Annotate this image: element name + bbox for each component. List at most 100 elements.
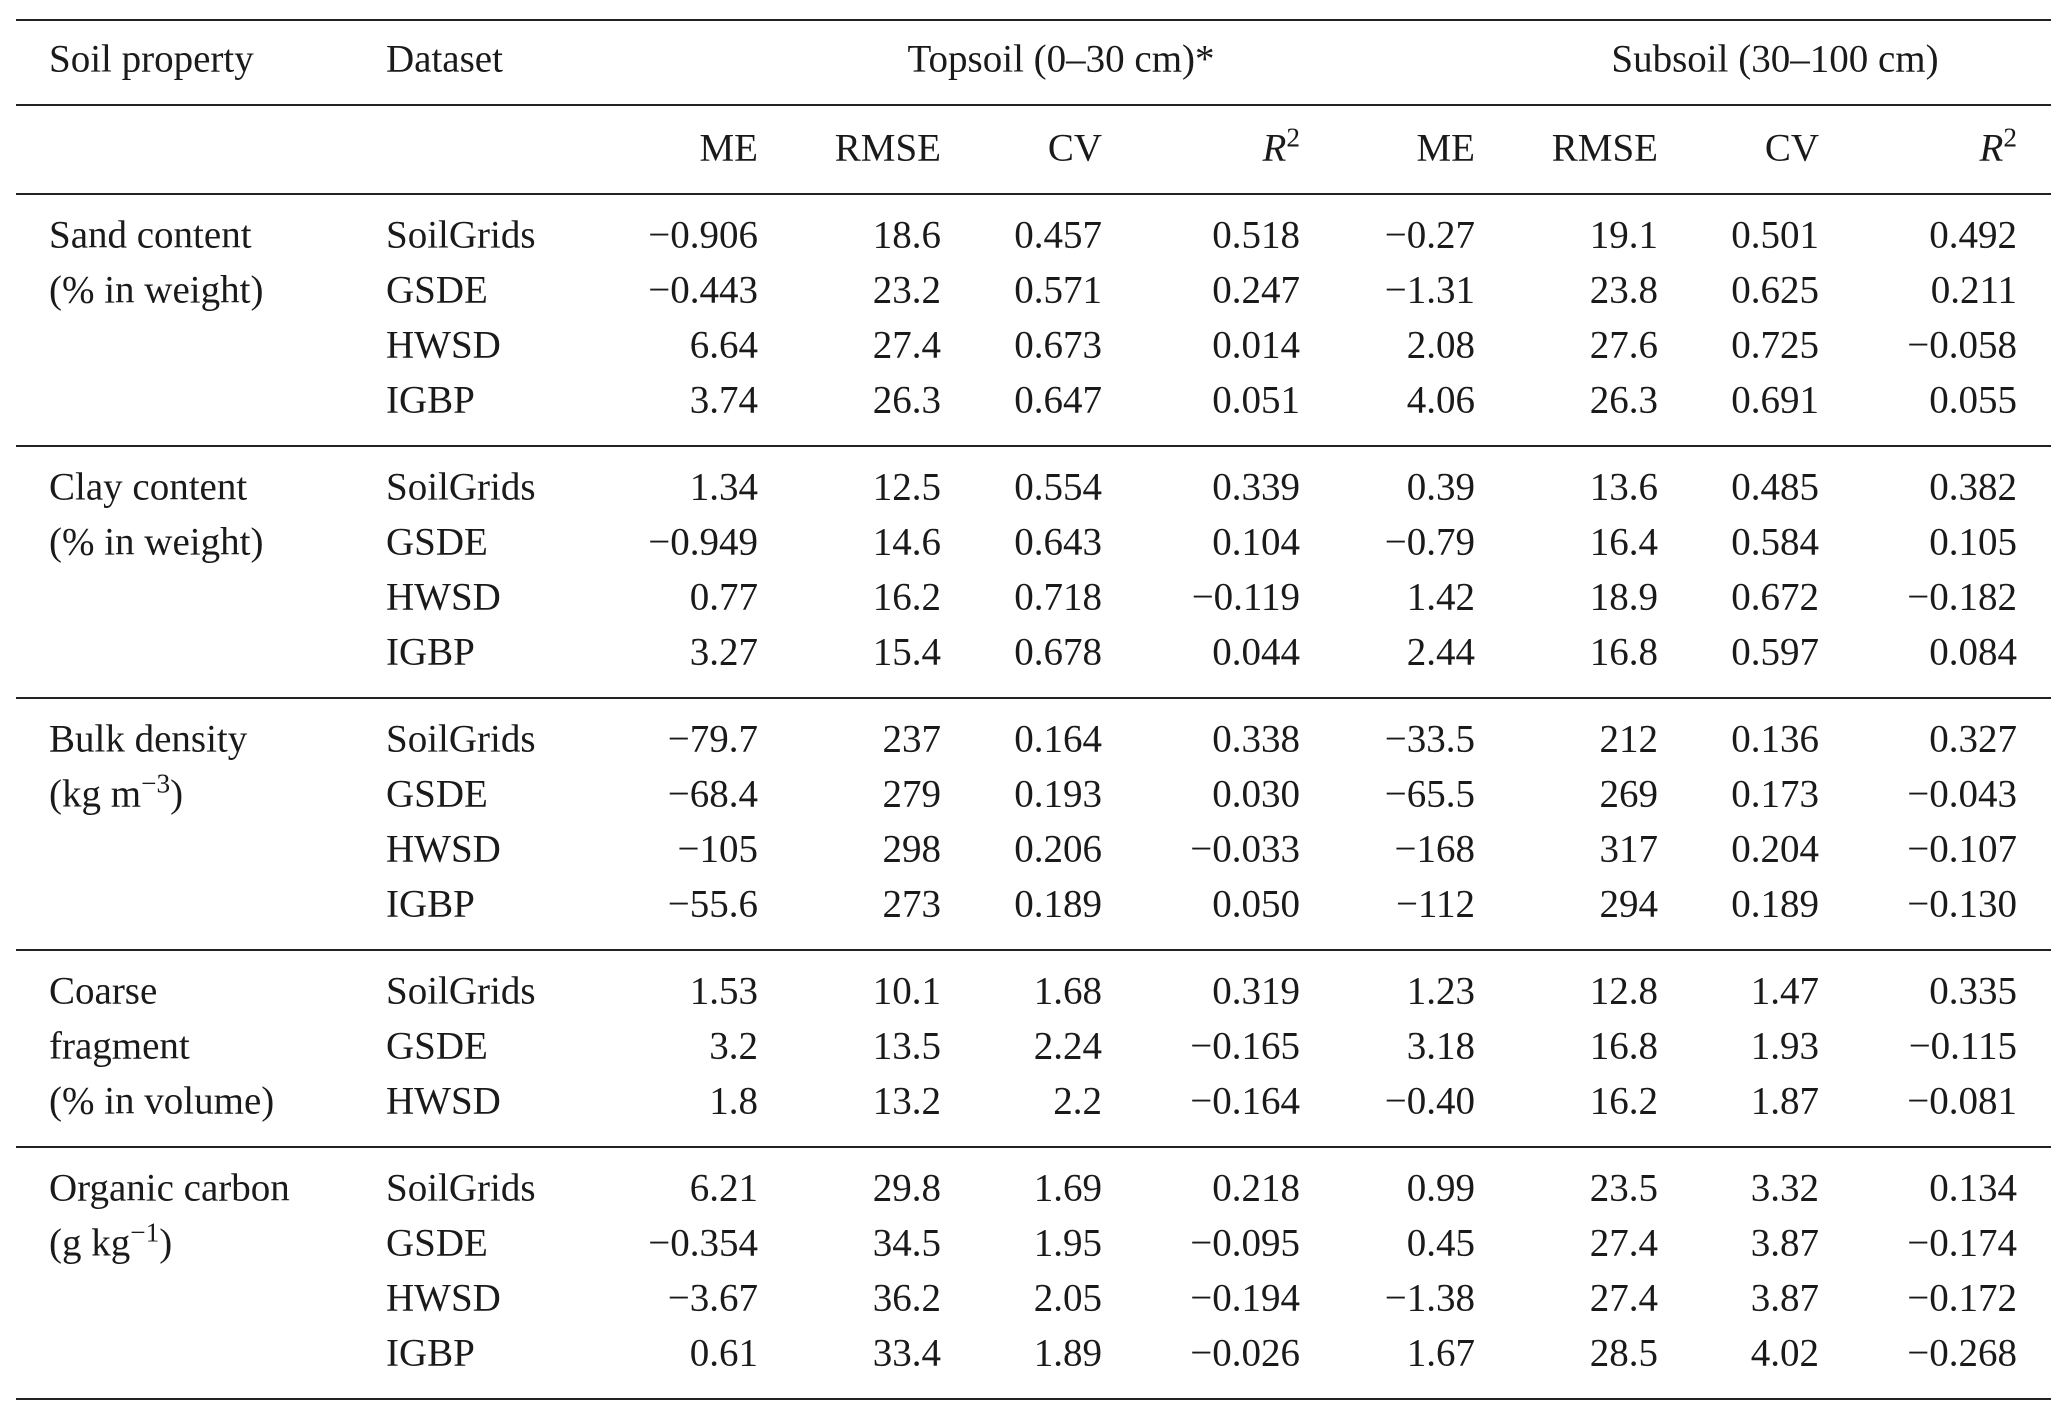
value-cell: 1.93: [1750, 1024, 1819, 1068]
value-cell: 12.5: [872, 465, 941, 509]
metric-header-text: R: [1262, 126, 1287, 170]
property-label: Bulk density: [49, 720, 247, 759]
value-cell: 16.8: [1589, 1024, 1658, 1068]
value-cell: −0.443: [648, 268, 758, 312]
dataset-cell: HWSD: [386, 575, 501, 619]
value-cell: −0.27: [1384, 213, 1475, 257]
value-cell: 27.4: [1589, 1276, 1658, 1320]
value-cell: 2.44: [1406, 630, 1475, 674]
value-cell: −0.164: [1190, 1079, 1300, 1123]
value-cell: 1.34: [689, 465, 758, 509]
property-label-text: (% in weight): [49, 520, 264, 564]
value-cell: 0.597: [1731, 630, 1819, 674]
value-cell: 317: [1599, 827, 1659, 871]
value-cell: 10.1: [872, 969, 941, 1013]
value-cell: −3.67: [667, 1276, 758, 1320]
dataset-cell: HWSD: [386, 1276, 501, 1320]
property-label-text: (g kg: [49, 1221, 131, 1265]
value-cell: 13.2: [872, 1079, 941, 1123]
value-cell: 0.625: [1731, 268, 1819, 312]
metric-header-text: CV: [1764, 126, 1819, 170]
dataset-cell: GSDE: [386, 268, 488, 312]
value-cell: 0.672: [1731, 575, 1819, 619]
value-cell: −0.949: [648, 520, 758, 564]
dataset-cell: SoilGrids: [386, 1166, 536, 1210]
value-cell: 273: [882, 882, 942, 926]
metric-header-text: CV: [1047, 126, 1102, 170]
value-cell: 27.4: [872, 323, 941, 367]
value-cell: 2.05: [1033, 1276, 1102, 1320]
property-label-sup: −3: [141, 768, 171, 799]
value-cell: −0.906: [648, 213, 758, 257]
value-cell: 16.2: [872, 575, 941, 619]
value-cell: −0.194: [1190, 1276, 1300, 1320]
value-cell: 0.584: [1731, 520, 1819, 564]
value-cell: 1.42: [1406, 575, 1475, 619]
value-cell: −0.081: [1907, 1079, 2017, 1123]
value-cell: 28.5: [1589, 1331, 1658, 1375]
metric-header-text: RMSE: [1551, 126, 1658, 170]
dataset-cell: GSDE: [386, 772, 488, 816]
property-label: (% in weight): [49, 523, 263, 562]
value-cell: 269: [1599, 772, 1659, 816]
value-cell: 1.23: [1406, 969, 1475, 1013]
rule: [16, 19, 2051, 21]
value-cell: 13.6: [1589, 465, 1658, 509]
value-cell: 23.2: [872, 268, 941, 312]
value-cell: 27.6: [1589, 323, 1658, 367]
rule: [16, 193, 2051, 195]
value-cell: −65.5: [1384, 772, 1475, 816]
rule: [16, 1398, 2051, 1400]
value-cell: 1.89: [1033, 1331, 1102, 1375]
metric-header: CV: [1765, 129, 1819, 168]
value-cell: 3.32: [1750, 1166, 1819, 1210]
value-cell: 27.4: [1589, 1221, 1658, 1265]
value-cell: 36.2: [872, 1276, 941, 1320]
metric-header-text: ME: [699, 126, 759, 170]
value-cell: −0.107: [1907, 827, 2017, 871]
value-cell: −68.4: [667, 772, 758, 816]
property-label: (% in volume): [49, 1082, 274, 1121]
value-cell: 0.61: [689, 1331, 758, 1375]
metric-header-text: R: [1979, 126, 2004, 170]
value-cell: 0.206: [1014, 827, 1102, 871]
value-cell: 0.335: [1929, 969, 2017, 1013]
value-cell: 298: [882, 827, 942, 871]
property-label: (% in weight): [49, 271, 263, 310]
dataset-cell: IGBP: [386, 630, 475, 674]
value-cell: 0.319: [1212, 969, 1300, 1013]
property-label-text: (kg m: [49, 772, 142, 816]
value-cell: 16.8: [1589, 630, 1658, 674]
value-cell: −0.033: [1190, 827, 1300, 871]
dataset-cell: GSDE: [386, 1024, 488, 1068]
value-cell: 2.2: [1053, 1079, 1102, 1123]
dataset-cell: HWSD: [386, 827, 501, 871]
value-cell: 23.5: [1589, 1166, 1658, 1210]
value-cell: 0.457: [1014, 213, 1102, 257]
header-cell: Topsoil (0–30 cm)*: [907, 37, 1215, 81]
property-label-text: Organic carbon: [49, 1166, 290, 1210]
value-cell: 0.382: [1929, 465, 2017, 509]
value-cell: 0.030: [1212, 772, 1300, 816]
value-cell: −79.7: [667, 717, 758, 761]
value-cell: 15.4: [872, 630, 941, 674]
metric-header-sup: 2: [2003, 122, 2017, 153]
value-cell: −0.182: [1907, 575, 2017, 619]
dataset-cell: SoilGrids: [386, 969, 536, 1013]
value-cell: 0.571: [1014, 268, 1102, 312]
value-cell: 0.051: [1212, 378, 1300, 422]
value-cell: 1.67: [1406, 1331, 1475, 1375]
value-cell: 0.327: [1929, 717, 2017, 761]
metric-header: ME: [700, 129, 759, 168]
header-cell: Dataset: [386, 37, 503, 81]
value-cell: 0.189: [1731, 882, 1819, 926]
value-cell: 1.8: [709, 1079, 758, 1123]
value-cell: 0.643: [1014, 520, 1102, 564]
metric-header: R2: [1979, 124, 2017, 170]
value-cell: 4.02: [1750, 1331, 1819, 1375]
value-cell: −0.354: [648, 1221, 758, 1265]
value-cell: 0.485: [1731, 465, 1819, 509]
property-label-text: Clay content: [49, 465, 248, 509]
value-cell: 0.204: [1731, 827, 1819, 871]
value-cell: −0.115: [1908, 1024, 2017, 1068]
